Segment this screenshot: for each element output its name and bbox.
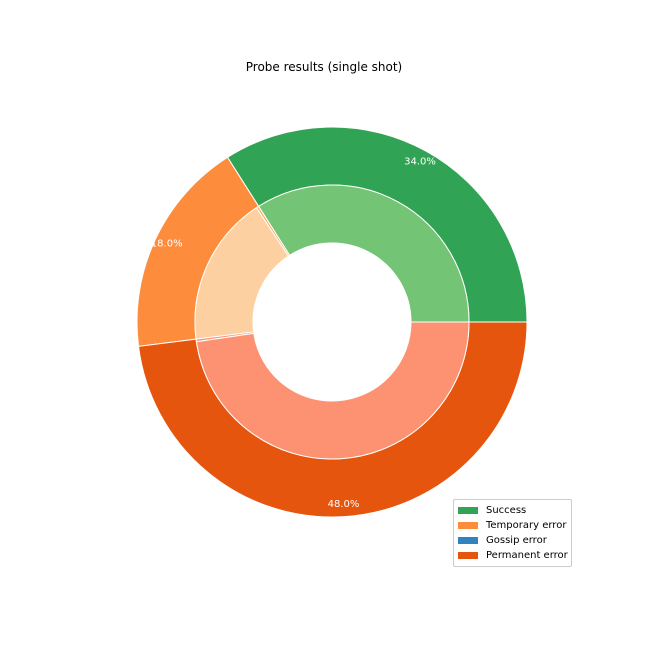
- legend-swatch-temporary-error: [458, 522, 478, 529]
- legend-swatch-gossip-error: [458, 537, 478, 544]
- legend-item-permanent-error: Permanent error: [454, 548, 571, 563]
- slice-labels: 34.0% 18.0% 48.0%: [151, 156, 436, 509]
- inner-slice-0: [257, 184, 470, 323]
- legend-label: Temporary error: [486, 520, 567, 531]
- legend-item-success: Success: [454, 503, 571, 518]
- slice-label-permanent-error: 48.0%: [328, 499, 360, 510]
- slice-label-success: 34.0%: [404, 156, 436, 167]
- legend-swatch-success: [458, 507, 478, 514]
- legend-label: Gossip error: [486, 535, 547, 546]
- legend-label: Success: [486, 505, 527, 516]
- chart-title: Probe results (single shot): [245, 60, 403, 74]
- legend-swatch-permanent-error: [458, 552, 478, 559]
- inner-ring: [194, 184, 470, 460]
- legend-label: Permanent error: [486, 550, 568, 561]
- inner-slice-4: [195, 321, 470, 460]
- legend: Success Temporary error Gossip error Per…: [453, 499, 572, 567]
- slice-label-temporary-error: 18.0%: [151, 239, 183, 250]
- legend-item-gossip-error: Gossip error: [454, 533, 571, 548]
- legend-item-temporary-error: Temporary error: [454, 518, 571, 533]
